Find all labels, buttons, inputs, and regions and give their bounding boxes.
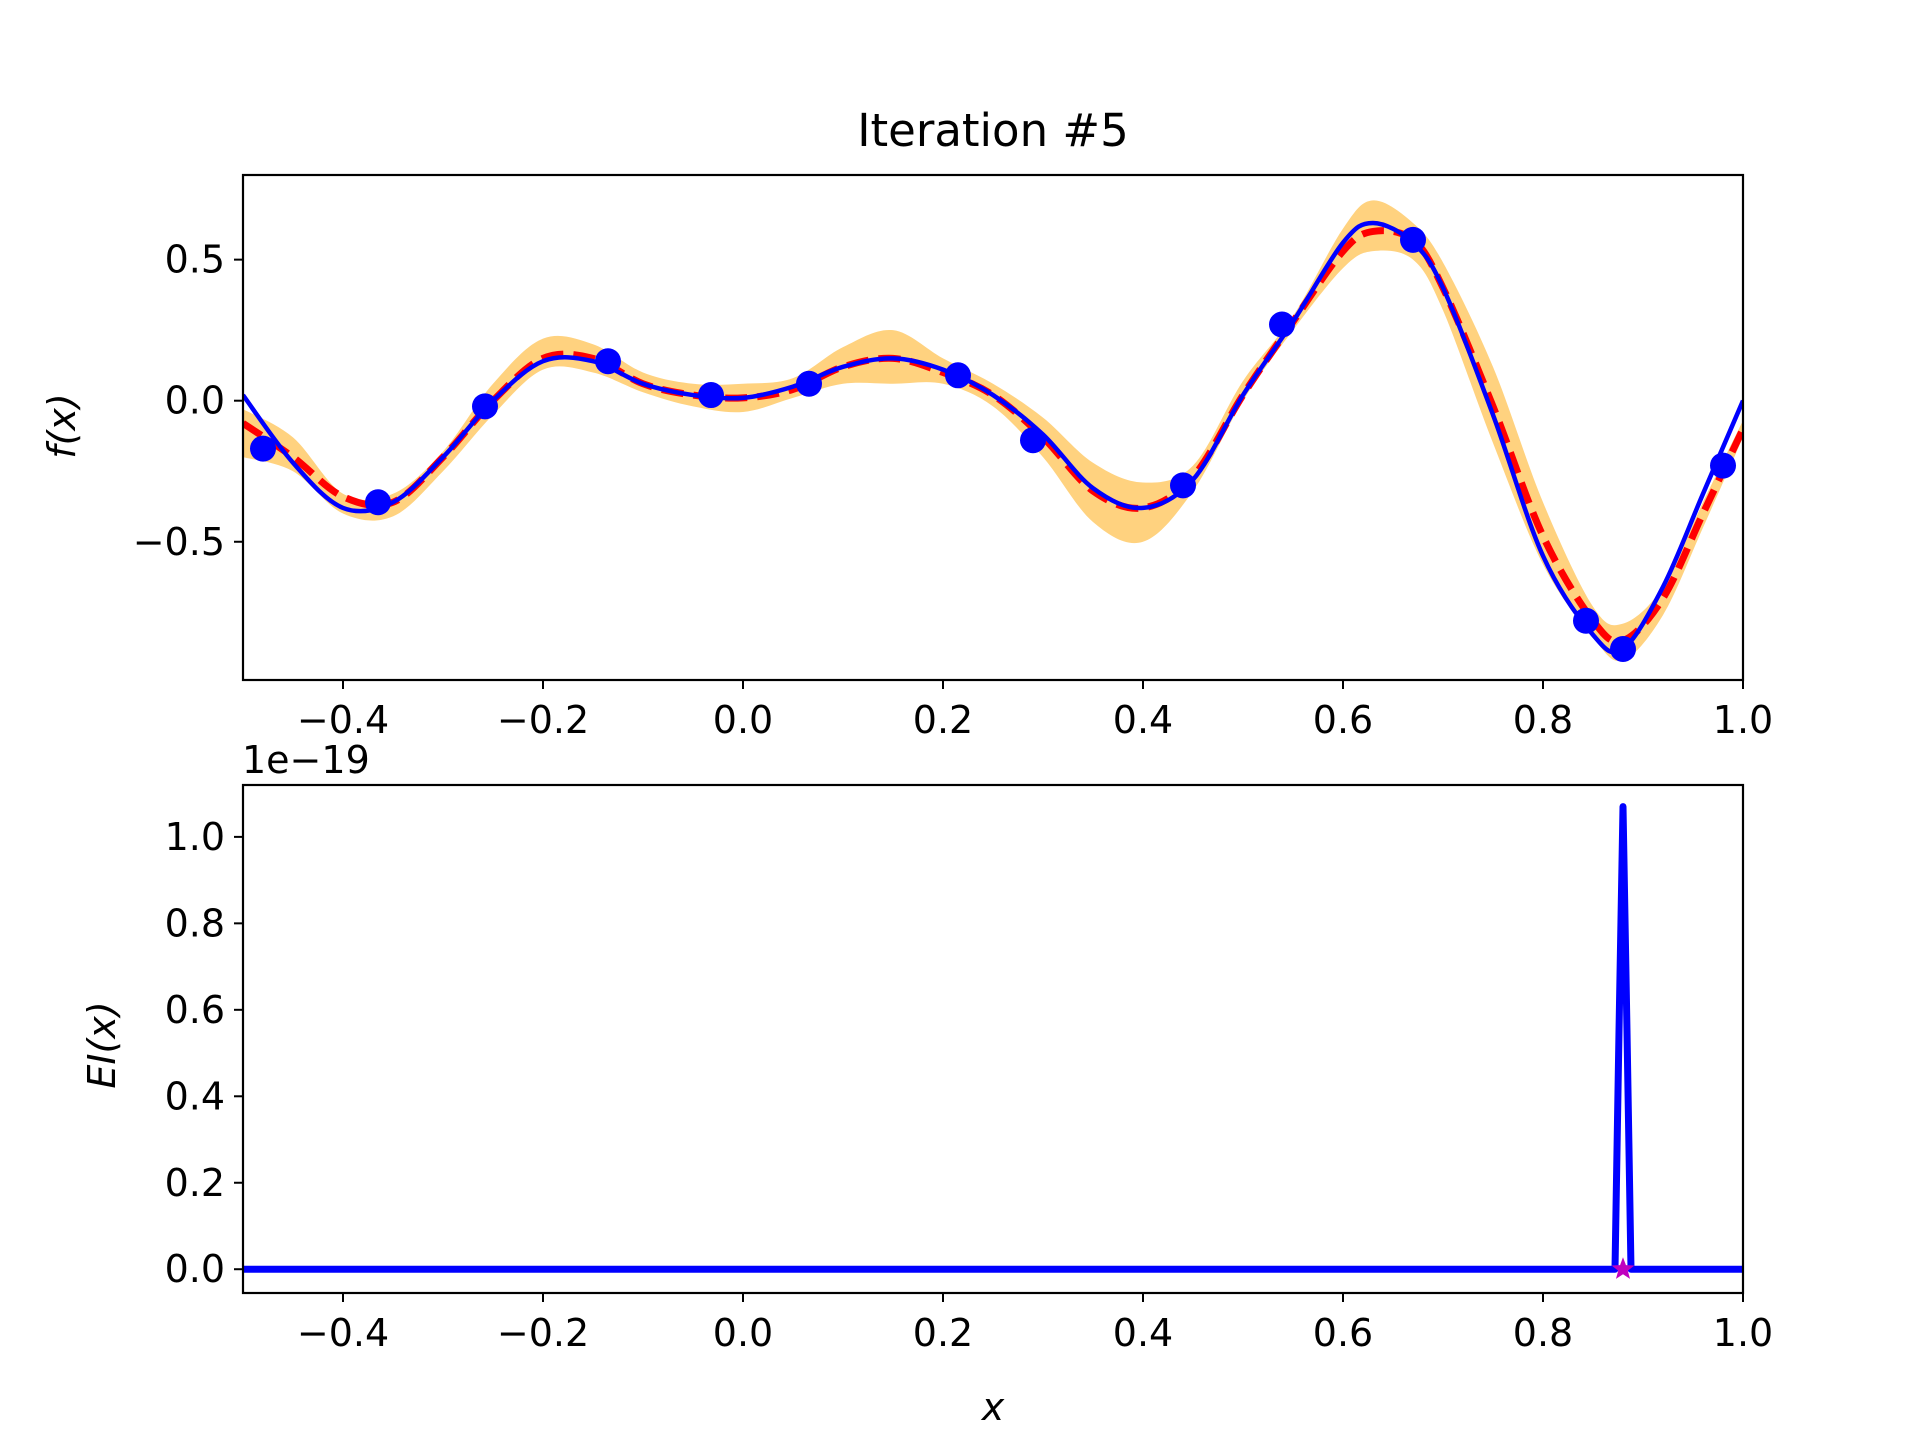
sample-point — [1269, 311, 1295, 338]
predicted-mean-line — [243, 227, 1743, 645]
next-sample-star-marker — [1611, 1257, 1635, 1279]
top-y-axis-label: f(x) — [40, 393, 84, 459]
sample-point — [250, 435, 276, 462]
bottom-y-tick-label: 0.0 — [165, 1247, 225, 1291]
expected-improvement-line — [243, 803, 1743, 1273]
top-x-tick-label: 0.4 — [1113, 698, 1173, 742]
top-x-tick-label: 0.6 — [1313, 698, 1373, 742]
bottom-y-axis-label: EI(x) — [80, 1001, 124, 1088]
sample-point — [1710, 452, 1736, 479]
bottom-y-tick-label: 0.8 — [165, 901, 225, 945]
top-axes: Iteration #5 f(x) — [40, 104, 1129, 459]
sample-point — [365, 489, 391, 516]
bottom-x-tick-label: 0.4 — [1113, 1311, 1173, 1355]
top-x-tick-label: −0.2 — [497, 698, 589, 742]
top-y-tick-label: 0.5 — [165, 238, 225, 282]
sample-point — [595, 348, 621, 375]
sample-point — [1573, 607, 1599, 634]
bottom-x-tick-label: 0.8 — [1513, 1311, 1573, 1355]
bottom-x-tick-label: 0.6 — [1313, 1311, 1373, 1355]
sample-point — [945, 362, 971, 389]
top-x-tick-label: −0.4 — [297, 698, 389, 742]
bottom-x-tick-label: −0.2 — [497, 1311, 589, 1355]
top-y-tick-label: −0.5 — [133, 520, 225, 564]
bottom-y-tick-label: 1.0 — [165, 815, 225, 859]
bottom-y-tick-label: 0.2 — [165, 1161, 225, 1205]
sample-point — [1170, 472, 1196, 499]
bottom-x-axis-label: x — [981, 1385, 1005, 1429]
top-x-tick-label: 0.8 — [1513, 698, 1573, 742]
top-x-tick-label: 0.0 — [713, 698, 773, 742]
top-y-tick-label: 0.0 — [165, 379, 225, 423]
sample-point — [1400, 226, 1426, 253]
bottom-x-tick-label: 1.0 — [1713, 1311, 1773, 1355]
top-x-tick-label: 1.0 — [1713, 698, 1773, 742]
true-function-line — [243, 220, 1743, 655]
bottom-y-scale-label: 1e−19 — [242, 738, 370, 782]
sample-point — [1020, 427, 1046, 454]
top-x-tick-label: 0.2 — [913, 698, 973, 742]
sample-point — [796, 370, 822, 397]
bottom-x-tick-label: 0.2 — [913, 1311, 973, 1355]
top-frame — [241, 173, 1745, 682]
bottom-axes: 1e−19 EI(x) x — [80, 738, 1005, 1429]
chart-title: Iteration #5 — [857, 104, 1129, 157]
bottom-x-tick-label: −0.4 — [297, 1311, 389, 1355]
sample-point — [1610, 635, 1636, 662]
bottom-frame — [241, 783, 1745, 1295]
bottom-plot-area — [243, 803, 1743, 1273]
sample-point — [472, 393, 498, 420]
sample-point — [698, 382, 724, 409]
bottom-y-tick-label: 0.6 — [165, 988, 225, 1032]
bottom-y-tick-label: 0.4 — [165, 1074, 225, 1118]
bottom-x-tick-label: 0.0 — [713, 1311, 773, 1355]
